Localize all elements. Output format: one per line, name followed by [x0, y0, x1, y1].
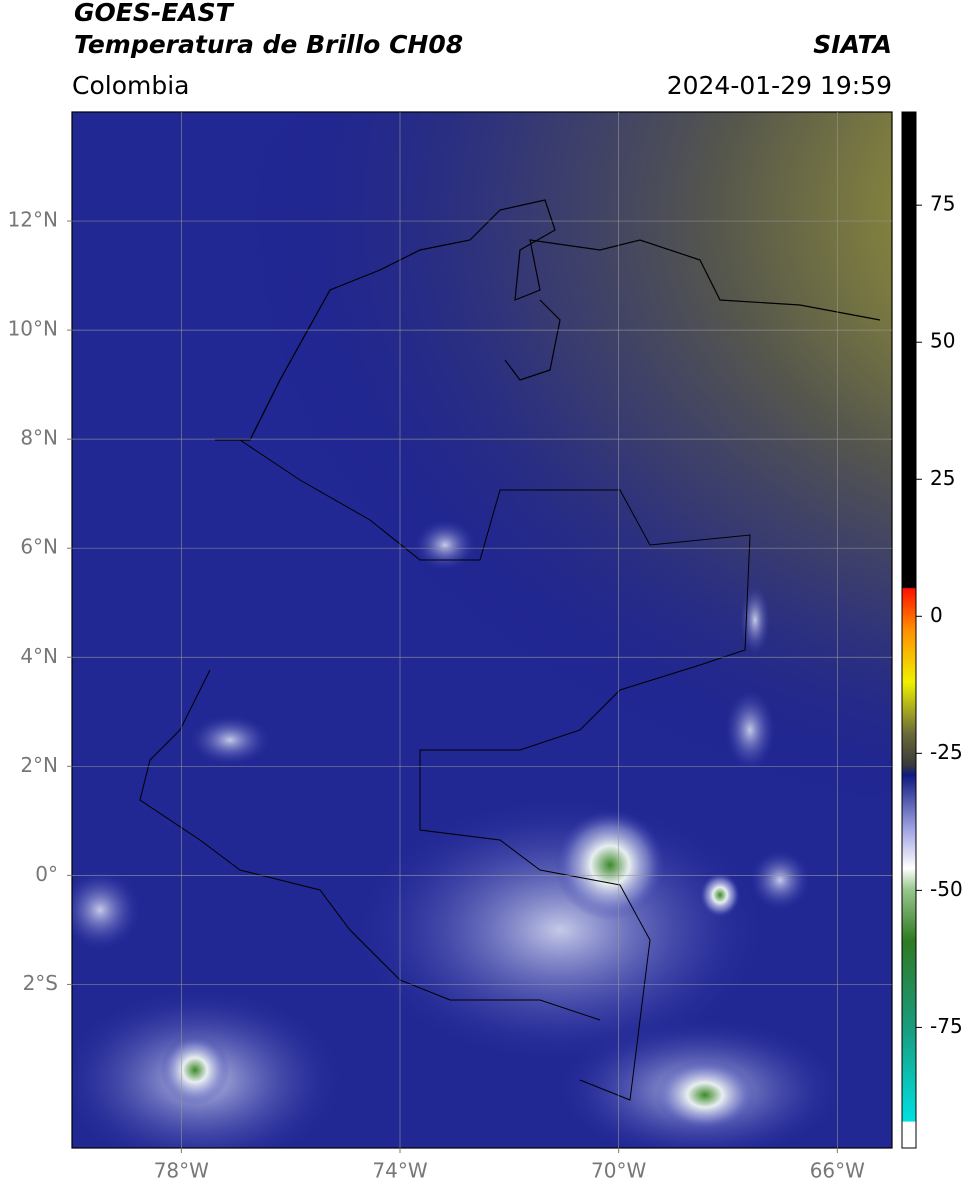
- y-tick-label: 6°N: [20, 535, 58, 559]
- datetime: 2024-01-29 19:59: [667, 71, 892, 100]
- map-frame: [71, 111, 893, 1149]
- borders: [139, 439, 751, 1101]
- x-tick-label: 78°W: [154, 1159, 209, 1183]
- region: Colombia: [72, 71, 189, 100]
- source: SIATA: [813, 30, 892, 59]
- subtitle: Temperatura de Brillo CH08: [74, 30, 463, 59]
- colorbar-label: -50: [930, 877, 963, 901]
- y-tick-label: 4°N: [20, 644, 58, 668]
- colorbar-label: -25: [930, 740, 963, 764]
- y-tick-label: 2°S: [23, 971, 58, 995]
- colorbar-label: 50: [930, 329, 955, 353]
- coastline: [215, 199, 881, 441]
- colorbar-label: -75: [930, 1014, 963, 1038]
- colorbar: [901, 111, 917, 1149]
- y-tick-label: 0°: [35, 862, 58, 886]
- colorbar-label: 0: [930, 603, 943, 627]
- x-tick-label: 70°W: [591, 1159, 646, 1183]
- y-tick-label: 2°N: [20, 753, 58, 777]
- y-tick-label: 8°N: [20, 426, 58, 450]
- y-tick-label: 10°N: [8, 317, 58, 341]
- title: GOES-EAST: [74, 0, 235, 27]
- x-tick-label: 74°W: [372, 1159, 427, 1183]
- y-tick-label: 12°N: [8, 208, 58, 232]
- colorbar-label: 75: [930, 192, 955, 216]
- imagery: [72, 112, 892, 1148]
- x-tick-label: 66°W: [810, 1159, 865, 1183]
- colorbar-label: 25: [930, 466, 955, 490]
